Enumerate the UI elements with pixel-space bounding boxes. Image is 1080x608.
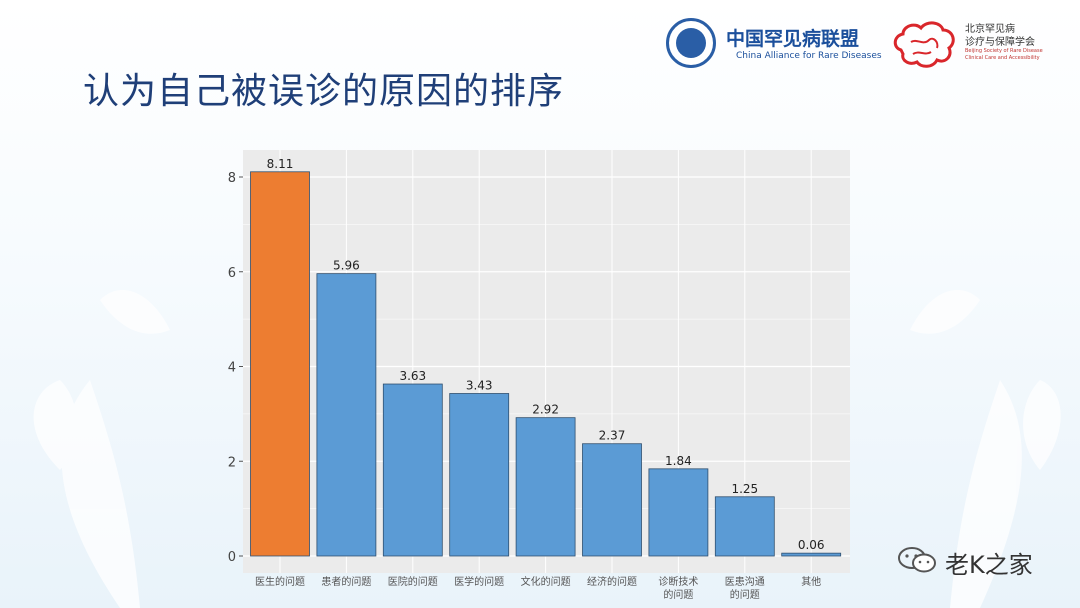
society-logo: 北京罕见病 诊疗与保障学会 Beijing Society of Rare Di… [891, 18, 1051, 74]
x-tick-label: 患者的问题 [321, 575, 371, 588]
bar-value-label: 1.25 [731, 482, 758, 496]
x-tick-label: 医生的问题 [255, 575, 305, 588]
bars [250, 171, 842, 557]
y-tick-label: 0 [228, 550, 236, 565]
x-tick-label: 医学的问题 [454, 575, 504, 588]
y-tick-label: 8 [228, 171, 236, 186]
slide-title: 认为自己被误诊的原因的排序 [83, 71, 565, 112]
alliance-emblem-icon [666, 18, 716, 68]
x-tick-label: 诊断技术的问题 [658, 575, 698, 601]
bar [382, 383, 443, 557]
x-tick-label: 其他 [801, 575, 821, 588]
bar [648, 468, 709, 557]
bar [582, 443, 642, 557]
alliance-name-en: China Alliance for Rare Diseases [736, 51, 882, 61]
bar [316, 273, 377, 557]
bar-value-label: 0.06 [798, 538, 825, 552]
watermark-text: 老K之家 [945, 551, 1033, 579]
society-name-en-line2: Clinical Care and Accessibility [965, 55, 1040, 61]
bar-value-label: 3.63 [399, 369, 426, 383]
value-labels: 8.11 5.96 3.63 3.43 2.92 2.37 1.84 1.25 0.06 [267, 157, 825, 552]
alliance-name-cn: 中国罕见病联盟 [726, 28, 860, 50]
x-tick-label: 经济的问题 [587, 575, 637, 588]
society-name-cn-line1: 北京罕见病 [965, 24, 1015, 35]
bar [781, 552, 842, 557]
y-tick-label: 6 [228, 266, 236, 281]
y-axis: 0 2 4 6 8 [228, 171, 243, 565]
bar [515, 417, 576, 557]
alliance-logo: 中国罕见病联盟 China Alliance for Rare Diseases [666, 18, 882, 70]
wechat-icon [898, 547, 936, 573]
x-tick-label: 医院的问题 [388, 575, 438, 588]
bar-value-label: 5.96 [333, 259, 360, 273]
bar [449, 393, 510, 557]
y-tick-label: 4 [228, 361, 236, 376]
x-tick-label: 文化的问题 [521, 575, 571, 588]
x-tick-label: 医患沟通的问题 [725, 575, 765, 601]
bar [714, 496, 775, 557]
brain-cloud-icon [893, 21, 955, 68]
bar-value-label: 1.84 [665, 454, 692, 468]
society-name-cn-line2: 诊疗与保障学会 [965, 37, 1035, 48]
bar-value-label: 3.43 [466, 379, 493, 393]
bar-value-label: 2.92 [532, 403, 559, 417]
bar-value-label: 2.37 [599, 429, 626, 443]
x-axis-labels: 医生的问题 患者的问题 医院的问题 医学的问题 文化的问题 经济的问题 诊断技术的问题 医患沟… [255, 575, 821, 601]
society-name-en-line1: Beijing Society of Rare Disease [965, 48, 1043, 54]
bar-value-label: 8.11 [267, 157, 294, 171]
y-tick-label: 2 [228, 455, 236, 470]
bar [250, 171, 310, 557]
